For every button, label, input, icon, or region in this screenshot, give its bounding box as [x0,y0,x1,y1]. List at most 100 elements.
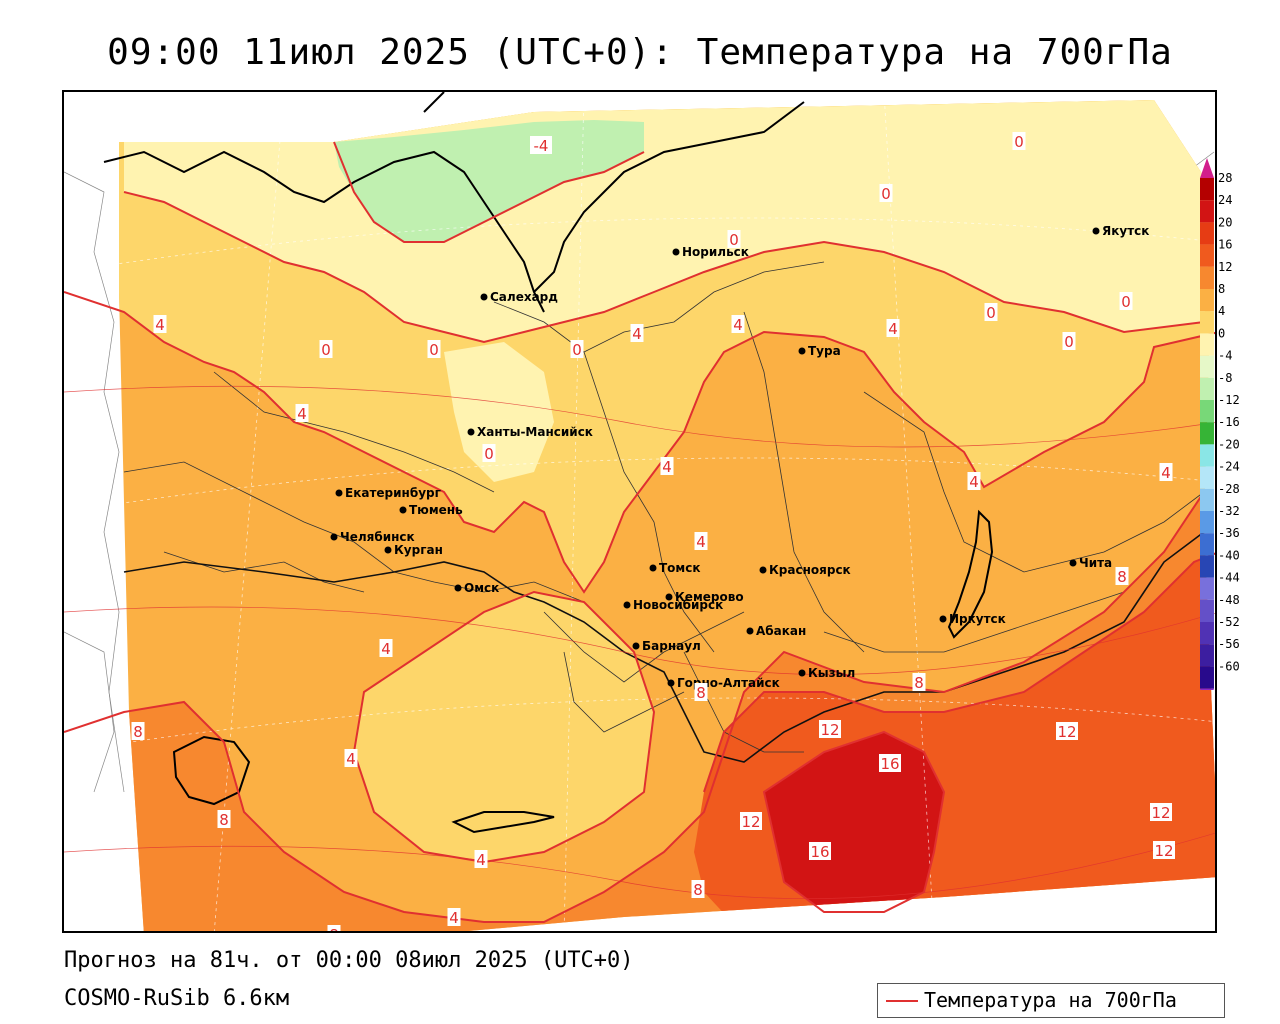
colorbar-swatch [1200,622,1214,645]
isotherm-label-box [447,908,461,926]
temp-zone-cold-yamal [444,342,554,482]
isotherm-label-box [630,324,644,342]
isotherm-label: 0 [1121,293,1131,311]
colorbar: 28 24 20 16 12 8 4 0 -4 -8 -12 -16 -20 -24 -28 -32 -36 -4… [1200,158,1240,690]
city-marker [399,506,407,514]
city-label: Кызыл [808,666,855,680]
city-marker [467,428,475,436]
city-label: Норильск [682,245,749,259]
colorbar-tick-label: 16 [1218,238,1232,252]
isotherm-label: 8 [219,811,229,829]
isotherm-label: 8 [329,926,339,933]
city-marker [672,248,680,256]
city-label: Тура [808,344,841,358]
city-label: Ханты-Мансийск [477,425,593,439]
colorbar-tick-label: -12 [1218,393,1240,407]
isotherm-label: 0 [321,341,331,359]
legend-line-swatch [886,1000,918,1002]
isotherm-label: 8 [696,684,706,702]
isotherm-label: 12 [1151,804,1170,822]
city-marker [335,489,343,497]
isotherm-label: 4 [346,750,356,768]
isotherm-label: 0 [484,445,494,463]
isotherm-label: 16 [880,755,899,773]
city-marker [454,584,462,592]
city-label: Горно-Алтайск [677,676,780,690]
city-label: Чита [1079,556,1112,570]
city-label: Кемерово [675,590,744,604]
colorbar-swatch [1200,466,1214,489]
colorbar-tick-label: 8 [1218,282,1225,296]
city-label: Салехард [490,290,558,304]
isotherm-label-box [1159,463,1173,481]
city-label: Новосибирск [633,598,723,612]
isotherm-label-box [570,340,584,358]
isotherm-label: 8 [133,723,143,741]
isotherm-label: 4 [381,640,391,658]
colorbar-swatch [1200,178,1214,201]
colorbar-swatch [1200,400,1214,423]
colorbar-swatches [1200,158,1214,690]
isotherm-label-box [727,230,741,248]
colorbar-swatch [1200,644,1214,667]
isotherm-label-box [530,136,552,154]
isotherm-label-box [660,457,674,475]
model-name: COSMO-RuSib 6.6км [64,986,290,1011]
city-label: Челябинск [340,530,415,544]
isotherm-label-box [819,720,841,738]
colorbar-tick-label: -36 [1218,526,1240,540]
city-label: Екатеринбург [345,486,441,500]
forecast-info: Прогноз на 81ч. от 00:00 08июл 2025 (UTC… [64,948,634,973]
colorbar-swatch [1200,266,1214,289]
isotherm-label-box [482,444,496,462]
city-marker [623,601,631,609]
isotherm-label: 4 [969,473,979,491]
temp-zone-sub-zero [334,120,644,242]
colorbar-tick-label: 20 [1218,215,1232,229]
isotherm-label: 12 [1154,842,1173,860]
legend-label: Температура на 700гПа [924,988,1177,1012]
temp-zone-0-4-south [354,592,654,862]
isotherm-label: 8 [914,674,924,692]
colorbar-tick-label: -8 [1218,371,1232,385]
isotherm-label: 16 [810,843,829,861]
isotherm-label-box [740,812,762,830]
colorbar-tick-label: -52 [1218,615,1240,629]
colorbar-tick-label: -48 [1218,593,1240,607]
isotherm-label-box [694,683,708,701]
isotherm-label-box [879,184,893,202]
city-marker [665,593,673,601]
colorbar-swatch [1200,377,1214,400]
isotherm-label: 4 [476,851,486,869]
lake-baikal [947,509,994,639]
city-label: Абакан [756,624,806,638]
isotherm-label: 0 [429,341,439,359]
isotherm-label: 0 [729,231,739,249]
city-label: Тюмень [409,503,463,517]
city-marker [746,627,754,635]
isotherm-label-box [319,340,333,358]
map-panel: Норильск Салехард Ханты-Мансийск Екатеринбу… [62,90,1217,933]
colorbar-swatch [1200,289,1214,312]
colorbar-tick-label: -28 [1218,482,1240,496]
colorbar-tick-label: -60 [1218,659,1240,673]
isotherm-label: 0 [572,341,582,359]
isotherm-label: 4 [632,325,642,343]
isotherm-label: 8 [1117,568,1127,586]
city-marker [759,566,767,574]
colorbar-tick-label: -20 [1218,437,1240,451]
city-marker [798,669,806,677]
isotherm-label-box [217,810,231,828]
map-title: 09:00 11июл 2025 (UTC+0): Температура на… [107,32,1173,73]
isotherm-label: 0 [1014,133,1024,151]
isotherm-label-box [984,303,998,321]
colorbar-swatch [1200,333,1214,356]
colorbar-bottom-arrow [1200,688,1214,690]
city-label: Якутск [1102,224,1149,238]
city-marker [939,615,947,623]
isotherm-label-box [912,673,926,691]
isotherm-labels: -4 0 0 0 0 0 0 0 0 0 0 4 4 4 4 4 4 4 4 4 4 4 4 4 8 8 8 8 8 8 8 12 12 12 12… [131,132,1175,933]
city-label: Барнаул [642,639,701,653]
city-marker [330,533,338,541]
colorbar-swatch [1200,244,1214,267]
